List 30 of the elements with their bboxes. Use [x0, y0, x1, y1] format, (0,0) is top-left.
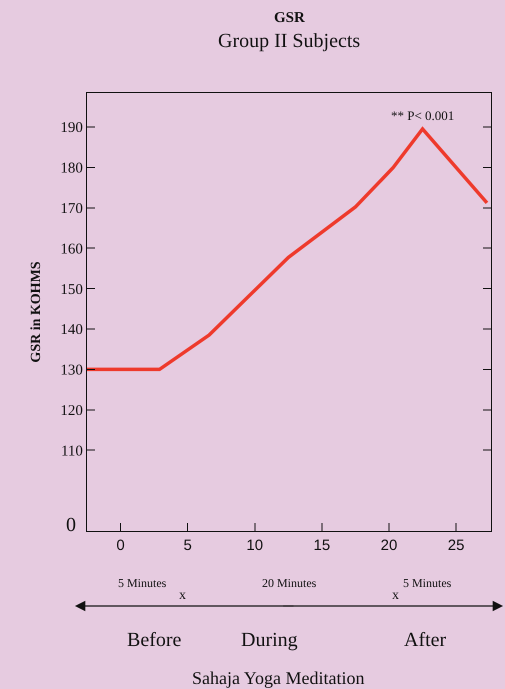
text: During [241, 629, 298, 651]
text: x [179, 588, 186, 603]
text: x [392, 588, 399, 603]
y-tick-label: 150 [60, 282, 83, 298]
text: Before [127, 629, 182, 651]
chart-subtitle: Group II Subjects [218, 30, 360, 52]
y-axis-title: GSR in KOHMS [29, 261, 44, 363]
y-tick-label: 110 [60, 443, 83, 460]
line-series [87, 127, 489, 372]
text: 5 Minutes [118, 576, 167, 590]
x-tick-label: 20 [380, 537, 398, 554]
x-tick-label: 0 [116, 537, 125, 554]
y-tick-label: 190 [60, 120, 83, 136]
x-tick-label: 5 [183, 537, 192, 554]
x-tick-label: 15 [314, 537, 330, 554]
text: 20 Minutes [262, 576, 317, 590]
text: Sahaja Yoga Meditation [192, 668, 364, 688]
annotation: ** P< 0.001 [391, 108, 454, 123]
y-tick-label: 160 [60, 241, 83, 258]
text: 5 Minutes [403, 576, 452, 590]
chart-title: GSR [274, 10, 306, 26]
y-tick-label: 170 [60, 201, 83, 217]
x-tick-label: 10 [246, 537, 264, 554]
text: 0 [66, 514, 76, 536]
y-tick-label: 180 [60, 160, 83, 177]
y-tick-label: 130 [60, 362, 83, 379]
x-tick-label: 25 [448, 537, 464, 554]
y-tick-label: 140 [60, 322, 83, 338]
y-tick-label: 120 [60, 403, 83, 420]
text: After [404, 629, 447, 651]
